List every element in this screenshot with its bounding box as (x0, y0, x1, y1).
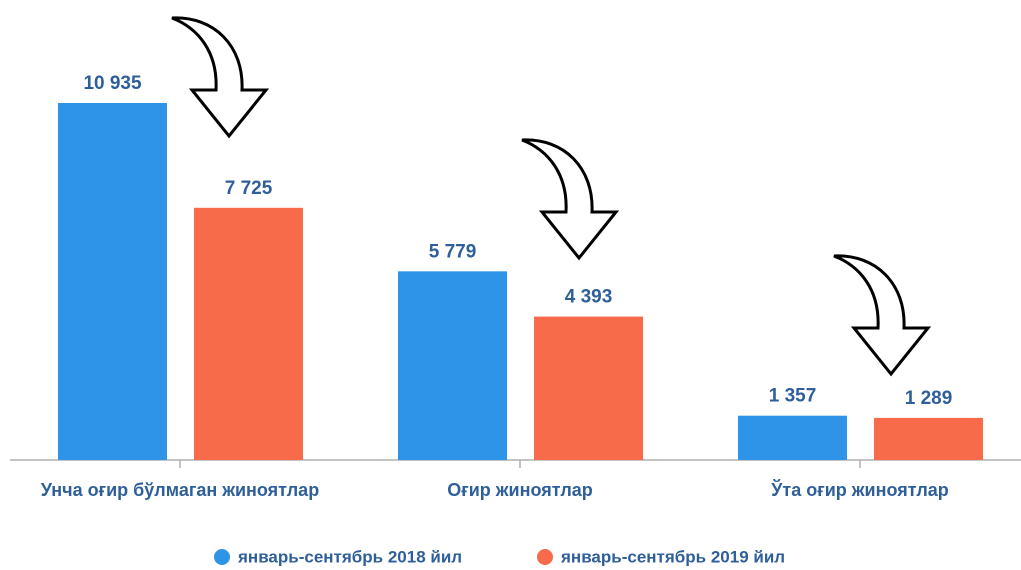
data-label: 1 289 (905, 388, 953, 409)
legend-marker (214, 549, 230, 565)
legend-marker (537, 549, 553, 565)
data-label: 7 725 (225, 178, 273, 199)
x-tick-label: Унча оғир бўлмаган жиноятлар (41, 480, 319, 500)
bar (874, 417, 983, 460)
data-label: 1 357 (769, 386, 817, 407)
legend-label: январь-сентябрь 2019 йил (560, 547, 785, 566)
bar (194, 207, 303, 460)
x-tick-label: Ўта оғир жиноятлар (770, 479, 949, 500)
data-label: 10 935 (83, 73, 142, 94)
data-label: 5 779 (429, 241, 477, 262)
arrow-icon (170, 16, 268, 138)
x-tick-label: Оғир жиноятлар (447, 480, 593, 500)
bar (534, 316, 643, 460)
bar (738, 415, 847, 460)
bar (58, 103, 167, 460)
arrow-icon (832, 254, 930, 376)
data-label: 4 393 (565, 287, 613, 308)
arrow-icon (520, 138, 618, 260)
legend-label: январь-сентябрь 2018 йил (237, 547, 462, 566)
bar (398, 271, 507, 460)
